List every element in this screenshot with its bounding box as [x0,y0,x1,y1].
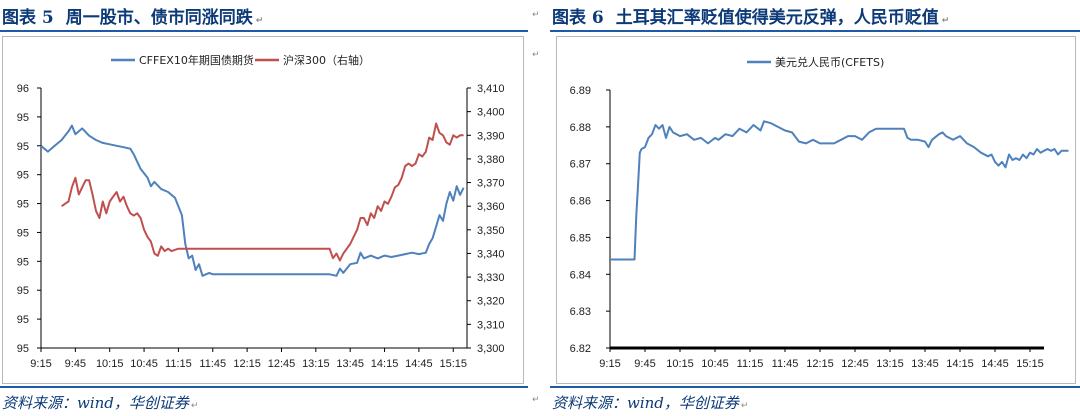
x-tick-label: 10:15 [96,358,124,370]
source-rule [550,386,1080,388]
y-right-tick-label: 3,390 [477,130,505,142]
x-tick-label: 13:45 [911,358,939,370]
y-right-tick-label: 3,400 [477,107,505,119]
y-tick-label: 6.84 [570,269,591,281]
figure-number: 图表 5 [2,8,54,28]
legend-label: CFFEX10年期国债期货 [139,53,254,67]
x-tick-label: 13:15 [876,358,904,370]
legend-label: 沪深300（右轴） [283,53,370,67]
x-tick-label: 10:45 [130,358,158,370]
y-right-tick-label: 3,410 [477,83,505,95]
x-tick-label: 9:15 [599,358,620,370]
y-left-tick-label: 95 [17,170,29,182]
y-right-tick-label: 3,350 [477,225,505,237]
source-text: 资料来源：wind，华创证券 [2,394,189,412]
y-left-tick-label: 95 [17,199,29,211]
figure-title-text: 周一股市、债市同涨同跌 [65,8,253,28]
x-tick-label: 10:15 [666,358,694,370]
x-tick-label: 11:15 [165,358,192,370]
y-left-tick-label: 95 [17,343,29,355]
x-tick-label: 12:45 [841,358,869,370]
paragraph-mark: ↵ [740,401,749,411]
paragraph-mark: ↵ [255,16,264,26]
y-tick-label: 6.86 [570,196,591,208]
y-right-tick-label: 3,380 [477,154,505,166]
y-tick-label: 6.82 [570,343,591,355]
figure-number: 图表 6 [552,8,604,28]
series-line-bond-futures [40,124,465,277]
y-left-tick-label: 95 [17,227,29,239]
y-right-tick-label: 3,340 [477,248,505,260]
y-right-tick-label: 3,330 [477,272,505,284]
title-rule [0,30,528,32]
figure-panel-left: 图表 5 周一股市、债市同涨同跌 ↵ 95 95 95 95 95 95 95 95 95 96 3,3… [0,0,530,416]
y-tick-label: 6.89 [570,85,591,97]
chart-area-right: 6.82 6.83 6.84 6.85 6.86 6.87 6.88 6.89 9:15 9:45… [556,36,1076,384]
x-tick-label: 9:15 [30,358,51,370]
figure-title-text: 土耳其汇率贬值使得美元反弹，人民币贬值 [615,8,939,28]
x-tick-label: 14:15 [946,358,974,370]
y-right-tick-label: 3,370 [477,178,505,190]
x-tick-label: 13:15 [302,358,330,370]
series-line-csi300 [61,122,464,262]
x-tick-label: 12:15 [233,358,261,370]
x-tick-label: 12:45 [268,358,296,370]
chart-svg-left: 95 95 95 95 95 95 95 95 95 96 3,300 3,310 3,320 3,330… [17,53,505,370]
source-text: 资料来源：wind，华创证券 [552,394,739,412]
figure-title-left: 图表 5 周一股市、债市同涨同跌 ↵ [2,3,263,29]
column-mark: ↵ [532,50,540,60]
y-tick-label: 6.88 [570,122,591,134]
x-tick-label: 14:45 [405,358,433,370]
source-note-right: 资料来源：wind，华创证券 ↵ [552,392,748,413]
title-rule [550,30,1080,32]
series-line-usdcny [610,120,1069,261]
legend-label: 美元兑人民币(CFETS) [775,55,884,69]
column-mark: ↵ [532,10,540,20]
x-tick-label: 12:15 [806,358,834,370]
paragraph-mark: ↵ [190,401,199,411]
y-tick-label: 6.85 [570,232,591,244]
source-rule [0,386,528,388]
x-tick-label: 11:45 [772,358,799,370]
x-tick-label: 11:45 [199,358,226,370]
y-right-tick-label: 3,320 [477,296,505,308]
x-tick-label: 15:15 [439,358,467,370]
x-tick-label: 14:15 [371,358,399,370]
x-tick-label: 14:45 [981,358,1009,370]
x-tick-label: 9:45 [65,358,86,370]
figure-panel-right: 图表 6 土耳其汇率贬值使得美元反弹，人民币贬值 ↵ 6.82 6.83 6.84 6.8… [550,0,1080,416]
x-tick-label: 15:15 [1016,358,1044,370]
y-left-tick-label: 95 [17,314,29,326]
source-note-left: 资料来源：wind，华创证券 ↵ [2,392,198,413]
y-left-tick-label: 95 [17,112,29,124]
column-mark: ↵ [532,395,540,405]
x-tick-label: 10:45 [701,358,729,370]
y-right-tick-label: 3,310 [477,319,505,331]
figure-title-right: 图表 6 土耳其汇率贬值使得美元反弹，人民币贬值 ↵ [552,3,949,29]
y-left-tick-label: 96 [17,83,29,95]
x-tick-label: 9:45 [634,358,655,370]
y-right-tick-label: 3,300 [477,343,505,355]
y-left-tick-label: 95 [17,141,29,153]
x-tick-label: 13:45 [336,358,364,370]
paragraph-mark: ↵ [941,16,950,26]
x-tick-label: 11:15 [737,358,764,370]
y-left-tick-label: 95 [17,285,29,297]
y-right-tick-label: 3,360 [477,201,505,213]
y-left-tick-label: 95 [17,256,29,268]
chart-area-left: 95 95 95 95 95 95 95 95 95 96 3,300 3,310 3,320 3,330… [2,36,524,384]
y-tick-label: 6.87 [570,159,591,171]
y-tick-label: 6.83 [570,306,591,318]
chart-svg-right: 6.82 6.83 6.84 6.85 6.86 6.87 6.88 6.89 9:15 9:45… [570,55,1069,370]
